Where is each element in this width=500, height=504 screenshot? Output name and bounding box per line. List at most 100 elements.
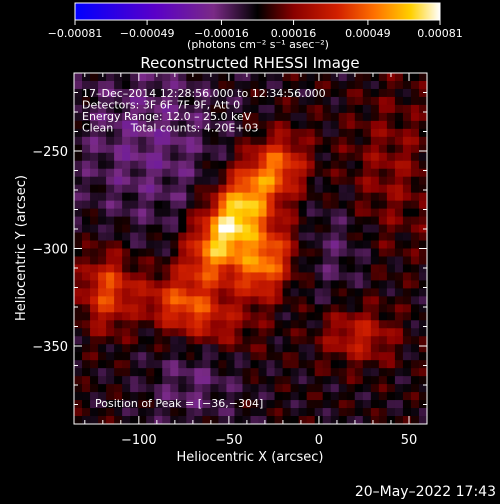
heatmap-cell: [178, 216, 187, 226]
heatmap-cell: [234, 216, 244, 226]
heatmap-cell: [322, 368, 332, 377]
heatmap-cell: [298, 416, 308, 424]
heatmap-cell: [386, 152, 396, 162]
heatmap-cell: [98, 352, 107, 361]
heatmap-cell: [258, 80, 268, 90]
heatmap-cell: [146, 104, 155, 114]
heatmap-cell: [106, 416, 115, 424]
x-tick-label: 0: [315, 433, 323, 448]
heatmap-cell: [154, 216, 163, 226]
heatmap-cell: [210, 296, 220, 305]
heatmap-cell: [402, 88, 412, 98]
heatmap-cell: [322, 288, 332, 297]
heatmap-cell: [74, 320, 83, 329]
heatmap-cell: [370, 104, 380, 114]
heatmap-cell: [90, 88, 99, 98]
heatmap-cell: [362, 73, 372, 82]
heatmap-cell: [178, 88, 187, 98]
heatmap-cell: [218, 200, 228, 210]
heatmap-cell: [298, 184, 308, 194]
heatmap-cell: [354, 208, 364, 218]
y-tick-label: −300: [32, 243, 68, 258]
heatmap-cell: [378, 208, 388, 218]
heatmap-cell: [258, 384, 268, 393]
heatmap-cell: [210, 400, 220, 409]
heatmap-cell: [306, 384, 316, 393]
heatmap-cell: [122, 73, 131, 82]
heatmap-cell: [114, 336, 123, 345]
heatmap-cell: [354, 136, 364, 146]
heatmap-cell: [130, 96, 139, 106]
heatmap-cell: [274, 248, 284, 258]
heatmap-cell: [218, 192, 228, 202]
heatmap-cell: [362, 272, 372, 282]
heatmap-cell: [378, 184, 388, 194]
heatmap-cell: [186, 128, 195, 138]
heatmap-cell: [138, 312, 147, 321]
heatmap-cell: [314, 384, 324, 393]
heatmap-cell: [370, 368, 380, 377]
heatmap-cell: [242, 280, 252, 289]
heatmap-cell: [98, 152, 107, 162]
heatmap-cell: [282, 240, 292, 250]
heatmap-cell: [130, 272, 139, 282]
heatmap-cell: [330, 400, 340, 409]
heatmap-cell: [402, 160, 412, 170]
heatmap-cell: [274, 328, 284, 337]
heatmap-cell: [370, 320, 380, 329]
heatmap-cell: [258, 136, 268, 146]
heatmap-cell: [98, 312, 107, 321]
heatmap-cell: [90, 272, 99, 282]
heatmap-cell: [410, 344, 420, 353]
heatmap-cell: [106, 384, 115, 393]
heatmap-cell: [130, 168, 139, 178]
heatmap-cell: [154, 288, 163, 297]
heatmap-cell: [330, 160, 340, 170]
heatmap-cell: [170, 408, 179, 417]
peak-position-label: Position of Peak = [−36,−304]: [95, 397, 263, 410]
heatmap-cell: [218, 120, 228, 130]
heatmap-cell: [290, 360, 300, 369]
heatmap-cell: [386, 160, 396, 170]
heatmap-cell: [274, 192, 284, 202]
heatmap-cell: [186, 400, 195, 409]
heatmap-cell: [314, 80, 324, 90]
heatmap-cell: [258, 88, 268, 98]
heatmap-cell: [338, 344, 348, 353]
heatmap-cell: [338, 288, 348, 297]
heatmap-cell: [218, 264, 228, 274]
heatmap-cell: [322, 200, 332, 210]
heatmap-cell: [282, 384, 292, 393]
heatmap-cell: [186, 384, 195, 393]
heatmap-cell: [218, 400, 228, 409]
colorbar-ticks: −0.00081 −0.00049 −0.00016 0.00016 0.00049 0.…: [48, 20, 463, 40]
heatmap-cell: [330, 408, 340, 417]
heatmap-cell: [186, 240, 195, 250]
heatmap-cell: [322, 160, 332, 170]
heatmap-cell: [98, 88, 107, 98]
heatmap-cell: [258, 256, 268, 266]
heatmap-cell: [114, 344, 123, 353]
heatmap-cell: [290, 376, 300, 385]
heatmap-cell: [226, 120, 236, 130]
heatmap-cell: [242, 216, 252, 226]
heatmap-cell: [330, 352, 340, 361]
heatmap-cell: [394, 376, 404, 385]
heatmap-cell: [74, 264, 83, 274]
heatmap-cell: [242, 80, 252, 90]
heatmap-cell: [282, 144, 292, 154]
heatmap-cell: [138, 232, 147, 242]
heatmap-cell: [218, 272, 228, 282]
heatmap-cell: [306, 336, 316, 345]
heatmap-cell: [114, 224, 123, 234]
heatmap-cell: [338, 120, 348, 130]
heatmap-cell: [194, 160, 203, 170]
heatmap-cell: [338, 320, 348, 329]
heatmap-cell: [314, 400, 324, 409]
heatmap-cell: [146, 184, 155, 194]
heatmap-cell: [242, 176, 252, 186]
heatmap-cell: [154, 88, 163, 98]
heatmap-cell: [266, 288, 276, 297]
heatmap-cell: [242, 200, 252, 210]
heatmap-cell: [346, 80, 356, 90]
